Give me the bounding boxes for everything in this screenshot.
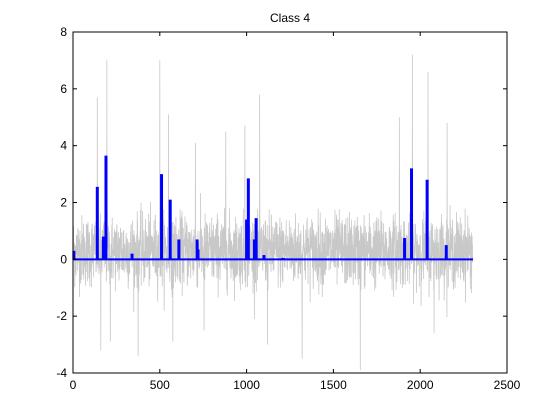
x-tick-label: 2000 bbox=[407, 378, 434, 392]
y-tick-label: 4 bbox=[60, 139, 67, 153]
x-tick-label: 0 bbox=[70, 378, 77, 392]
y-tick-label: 0 bbox=[60, 252, 67, 266]
y-tick-label: -4 bbox=[56, 366, 67, 380]
chart-title: Class 4 bbox=[270, 11, 310, 25]
y-tick-label: -2 bbox=[56, 309, 67, 323]
y-tick-label: 2 bbox=[60, 196, 67, 210]
x-tick-label: 1500 bbox=[320, 378, 347, 392]
y-tick-label: 8 bbox=[60, 25, 67, 39]
plot-area bbox=[72, 54, 474, 371]
x-tick-label: 1000 bbox=[233, 378, 260, 392]
x-tick-label: 2500 bbox=[494, 378, 521, 392]
noise-signal-line bbox=[72, 54, 474, 371]
y-tick-label: 6 bbox=[60, 82, 67, 96]
axes: 0 500 1000 1500 2000 2500 -4 -2 0 2 4 6 8 bbox=[56, 25, 520, 392]
x-tick-label: 500 bbox=[150, 378, 170, 392]
